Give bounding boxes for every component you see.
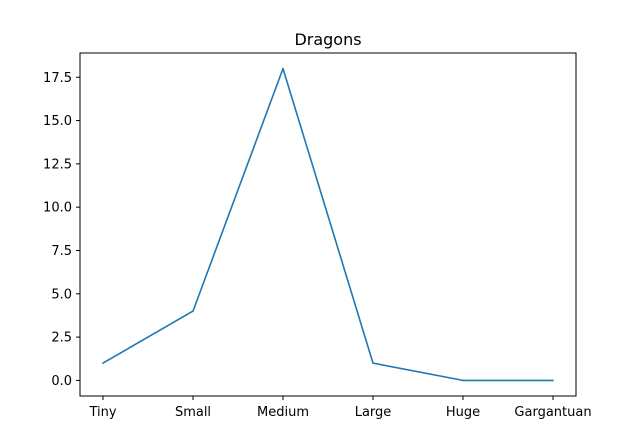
data-point-gargantuan [552, 379, 554, 382]
y-tick-label: 12.5 [43, 157, 72, 172]
x-tick-label: Small [175, 405, 211, 420]
x-tick-label: Gargantuan [514, 405, 591, 420]
y-tick-label: 10.0 [43, 201, 72, 216]
data-point-large [372, 362, 374, 364]
chart-title: Dragons [294, 30, 361, 49]
data-point-tiny [102, 362, 104, 364]
data-point-medium [282, 67, 284, 70]
x-tick-label: Huge [446, 405, 480, 420]
y-tick-label: 5.0 [51, 287, 72, 302]
y-tick-label: 0.0 [51, 374, 72, 389]
x-tick-label: Medium [257, 405, 309, 420]
series-line [102, 67, 553, 382]
y-tick-label: 2.5 [51, 331, 72, 346]
y-axis: 0.0 2.5 5.0 7.5 10.0 12.5 15.0 17.5 [43, 71, 80, 389]
y-tick-label: 15.0 [43, 114, 72, 129]
x-tick-label: Large [355, 405, 392, 420]
y-tick-label: 7.5 [51, 244, 72, 259]
plot-area [79, 52, 577, 397]
data-point-small [192, 310, 194, 312]
y-tick-label: 17.5 [43, 71, 72, 86]
x-tick-label: Tiny [88, 405, 116, 420]
x-axis: Tiny Small Medium Large Huge Gargantuan [88, 396, 592, 420]
series-group [102, 67, 554, 382]
data-point-huge [462, 379, 464, 382]
